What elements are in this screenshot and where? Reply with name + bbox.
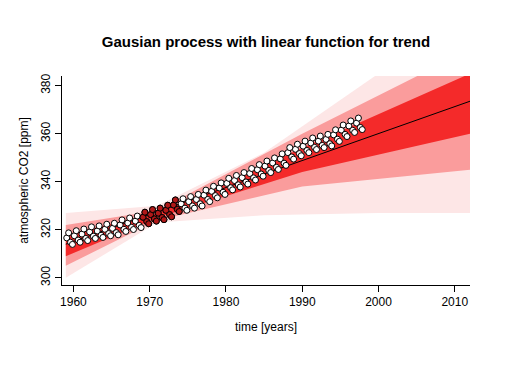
svg-text:360: 360 <box>39 122 53 142</box>
svg-text:time [years]: time [years] <box>235 320 297 334</box>
svg-text:300: 300 <box>39 266 53 286</box>
svg-text:1980: 1980 <box>213 295 240 309</box>
svg-text:Gausian process with linear fu: Gausian process with linear function for… <box>102 33 430 50</box>
svg-text:atmospheric CO2 [ppm]: atmospheric CO2 [ppm] <box>17 117 31 244</box>
svg-text:340: 340 <box>39 170 53 190</box>
svg-text:2010: 2010 <box>441 295 468 309</box>
svg-text:1990: 1990 <box>289 295 316 309</box>
svg-text:380: 380 <box>39 73 53 93</box>
svg-text:2000: 2000 <box>365 295 392 309</box>
svg-text:320: 320 <box>39 218 53 238</box>
svg-text:1970: 1970 <box>136 295 163 309</box>
svg-text:1960: 1960 <box>60 295 87 309</box>
